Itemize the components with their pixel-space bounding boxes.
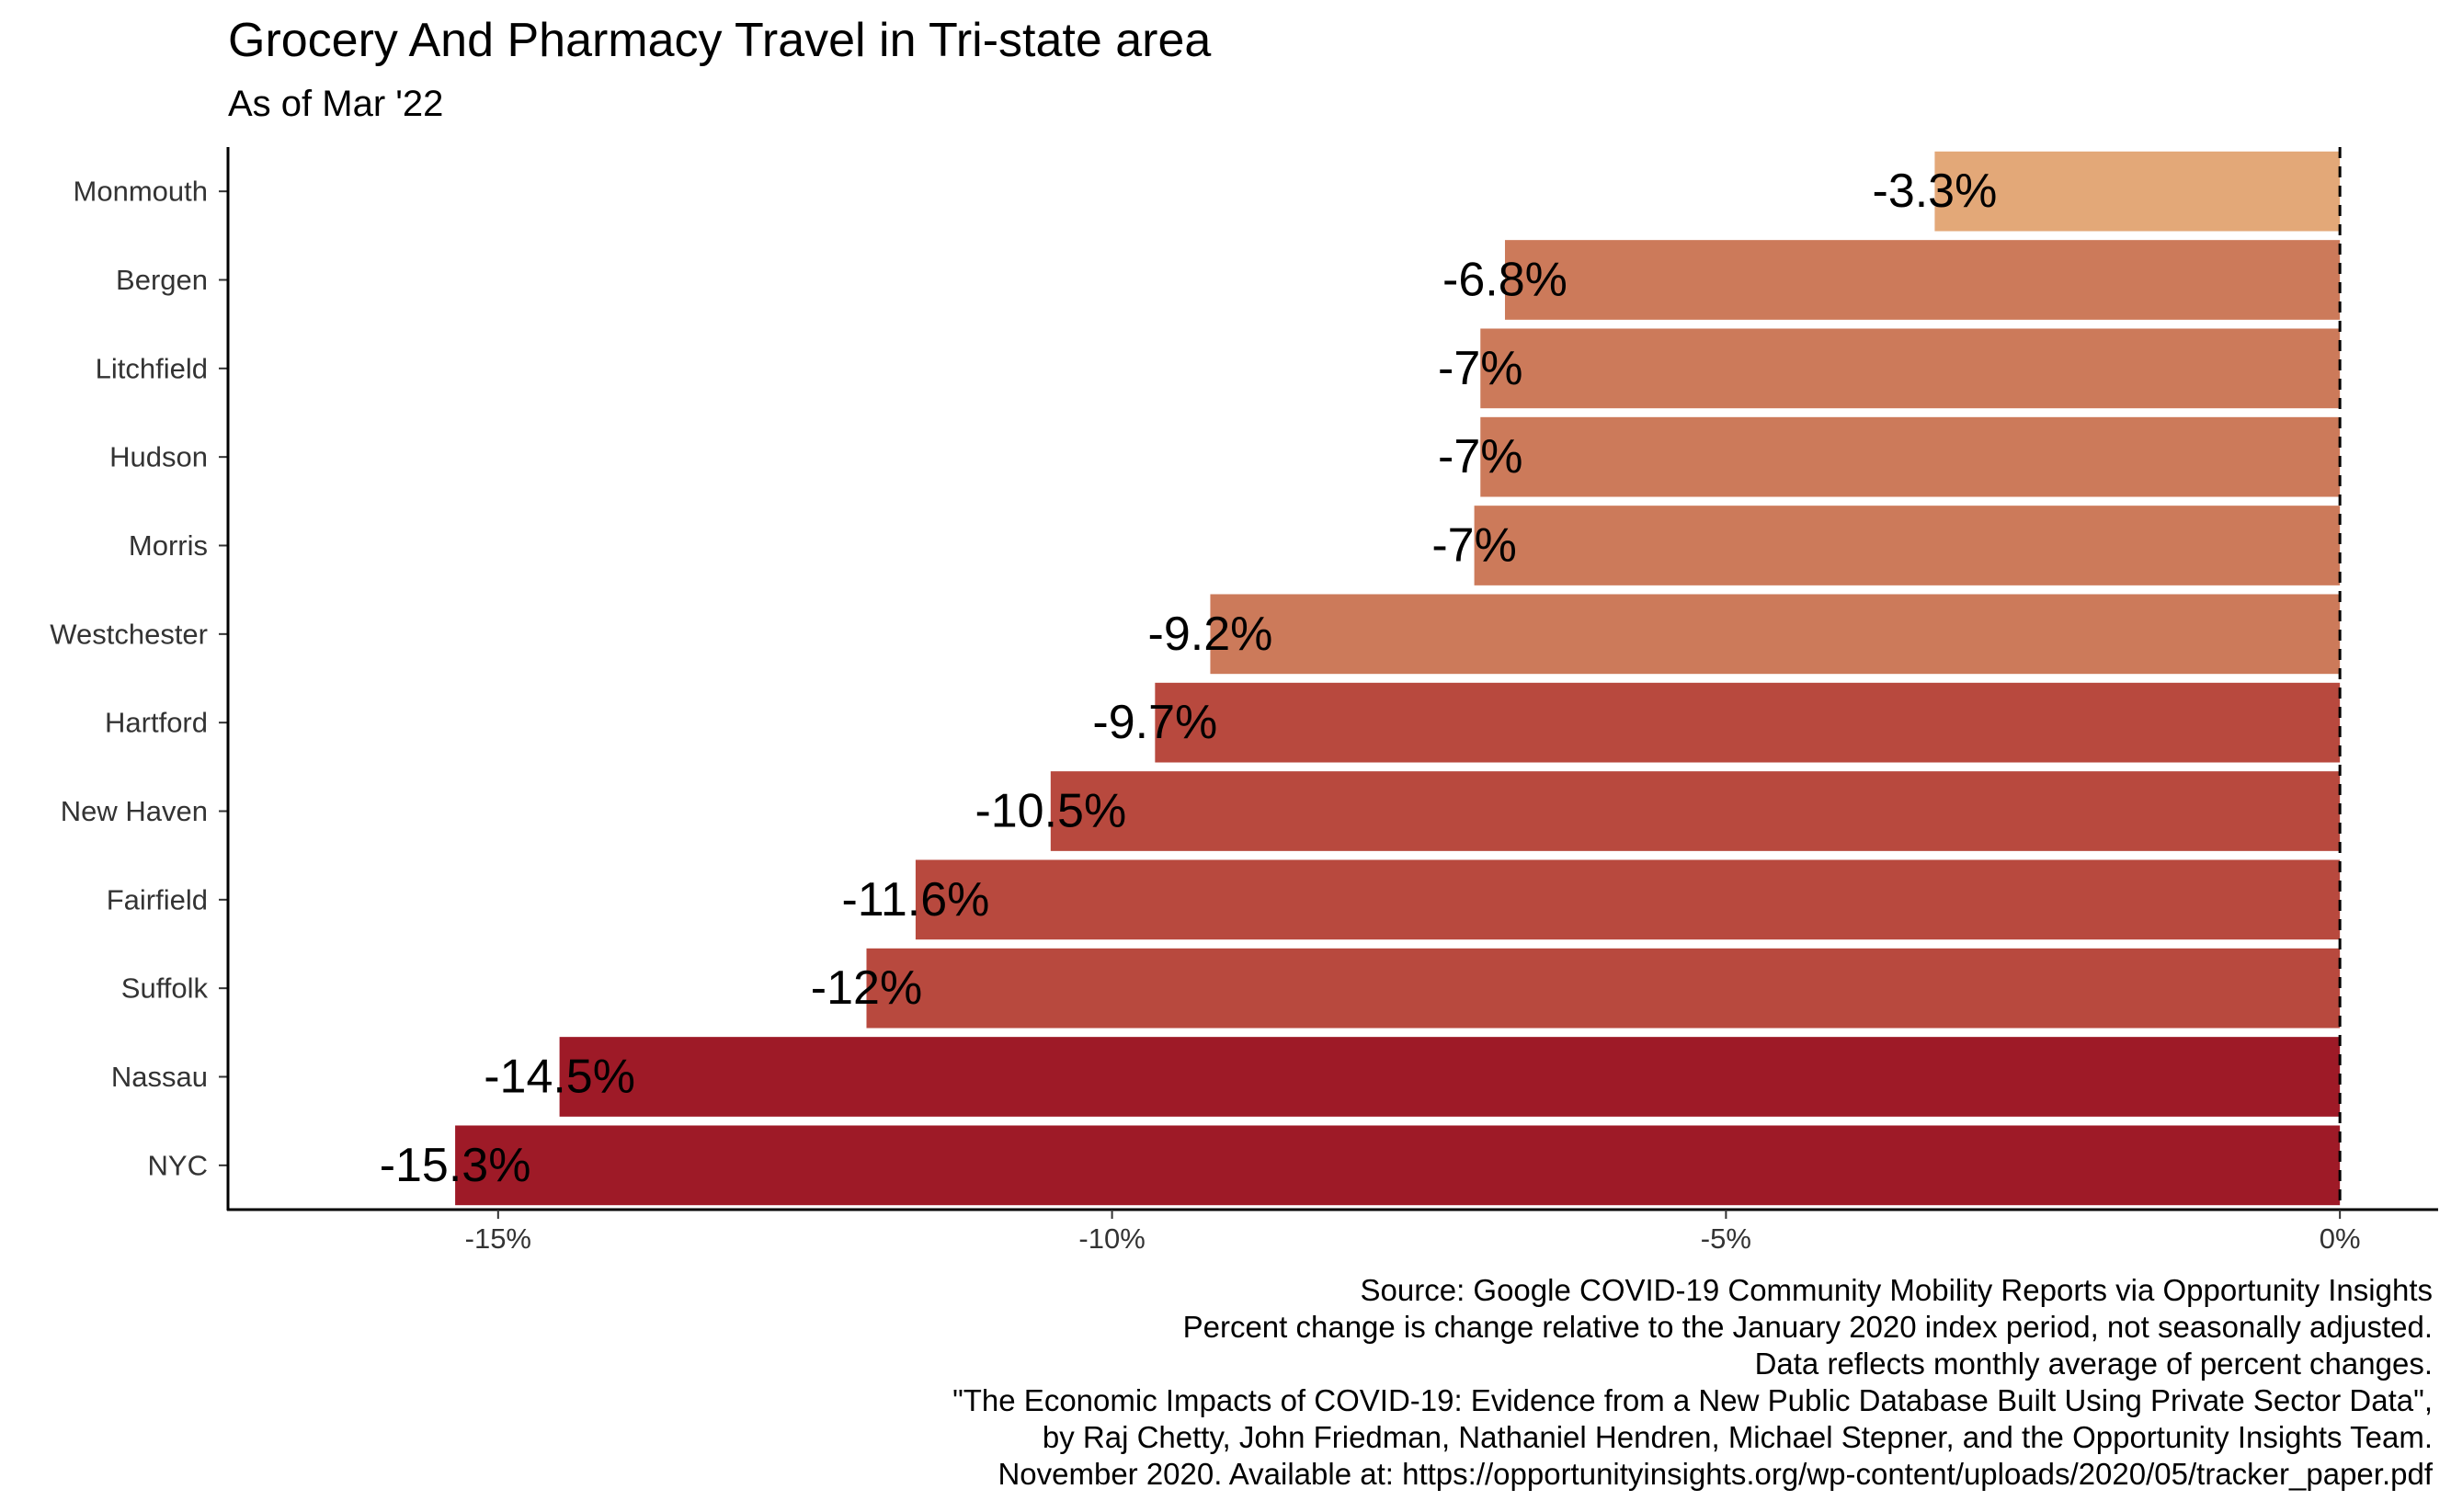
bar-fairfield — [915, 859, 2341, 940]
caption-line: by Raj Chetty, John Friedman, Nathaniel … — [1042, 1420, 2433, 1454]
data-label: -11.6% — [841, 873, 989, 927]
x-tick-label: 0% — [2320, 1222, 2361, 1255]
x-tick-label: -15% — [465, 1222, 531, 1255]
bar-hartford — [1155, 682, 2341, 763]
y-tick-label: New Haven — [61, 795, 208, 827]
chart-subtitle: As of Mar '22 — [228, 84, 444, 124]
chart-title: Grocery And Pharmacy Travel in Tri-state… — [228, 14, 1212, 67]
caption-line: Data reflects monthly average of percent… — [1754, 1347, 2433, 1381]
data-label: -7% — [1431, 519, 1516, 573]
y-tick-label: Nassau — [111, 1061, 208, 1093]
bar-monmouth — [1934, 151, 2341, 232]
y-tick-label: Suffolk — [121, 972, 209, 1005]
data-label: -9.7% — [1092, 696, 1217, 749]
bar-bergen — [1504, 240, 2341, 320]
bar-hudson — [1480, 416, 2341, 497]
y-tick-label: Westchester — [50, 618, 208, 650]
data-label: -7% — [1438, 430, 1522, 483]
y-tick-label: Monmouth — [74, 176, 208, 208]
bar-nyc — [455, 1125, 2341, 1206]
y-tick-label: Morris — [129, 529, 208, 562]
plot-area: -3.3% -6.8% -7% -7% -7% -9.2% -9.7% -10.5% -11.6… — [50, 147, 2438, 1255]
bar-nassau — [559, 1037, 2341, 1117]
data-label: -9.2% — [1148, 608, 1273, 661]
bars-layer — [455, 151, 2341, 1206]
axes: Monmouth Bergen Litchfield Hudson Morris West… — [50, 147, 2438, 1255]
caption-line: "The Economic Impacts of COVID-19: Evide… — [952, 1383, 2433, 1417]
data-label: -7% — [1438, 342, 1522, 395]
bar-westchester — [1210, 594, 2341, 675]
data-label: -10.5% — [975, 785, 1126, 838]
data-label: -14.5% — [484, 1051, 635, 1104]
data-label: -15.3% — [380, 1139, 531, 1192]
data-label: -6.8% — [1442, 254, 1568, 307]
x-tick-label: -10% — [1078, 1222, 1145, 1255]
y-tick-label: Hartford — [105, 707, 208, 739]
y-tick-label: Litchfield — [96, 352, 208, 384]
bar-morris — [1474, 506, 2341, 585]
data-label: -3.3% — [1873, 165, 1998, 218]
x-tick-label: -5% — [1701, 1222, 1751, 1255]
caption-line: November 2020. Available at: https://opp… — [998, 1457, 2433, 1491]
y-tick-label: Hudson — [109, 441, 208, 473]
caption: Source: Google COVID-19 Community Mobili… — [952, 1272, 2433, 1493]
data-labels-layer: -3.3% -6.8% -7% -7% -7% -9.2% -9.7% -10.5% -11.6… — [380, 165, 1998, 1192]
caption-line: Percent change is change relative to the… — [1182, 1310, 2433, 1344]
caption-line: Source: Google COVID-19 Community Mobili… — [1360, 1273, 2433, 1307]
bar-new-haven — [1050, 771, 2341, 851]
data-label: -12% — [811, 961, 922, 1015]
bar-litchfield — [1480, 328, 2341, 409]
bar-suffolk — [866, 948, 2341, 1029]
y-tick-label: NYC — [148, 1149, 208, 1181]
y-tick-label: Bergen — [116, 264, 208, 296]
y-tick-label: Fairfield — [107, 883, 208, 915]
